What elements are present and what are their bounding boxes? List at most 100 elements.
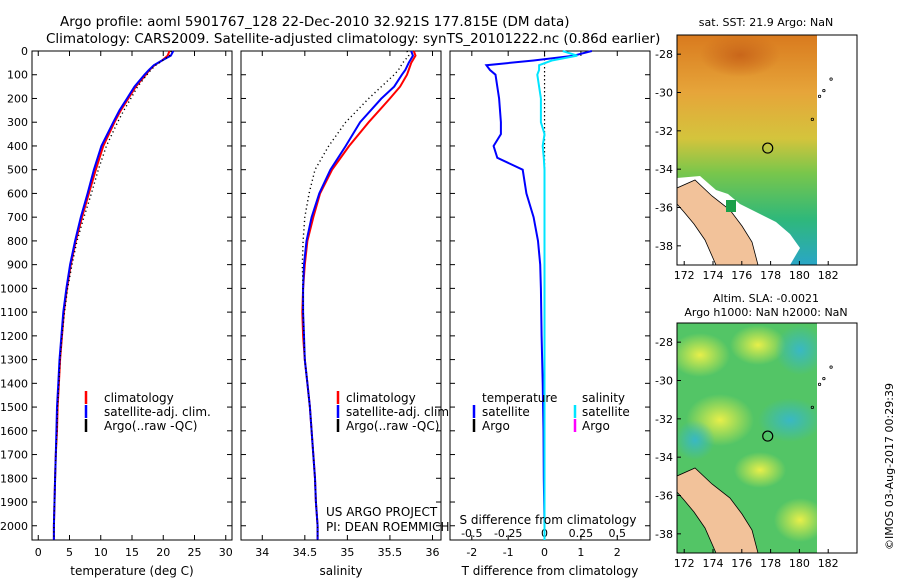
series-line	[52, 50, 175, 540]
y-tick-label: 700	[7, 211, 28, 224]
y-tick-label: 1500	[0, 401, 28, 414]
x-tick-label: 2	[614, 546, 621, 559]
island	[817, 94, 822, 98]
difference-ticks: -2 -1 0 1 2-0.5 -0.25 0 0.25 0.5	[450, 50, 650, 559]
legend-label-satellite: satellite-adj. clim.	[346, 405, 453, 419]
sst-map: sat. SST: 21.9 Argo: NaN 172 174 176 178 180…	[655, 16, 858, 282]
x-tick-label: 35.5	[378, 546, 403, 559]
lat-tick-label: -30	[655, 87, 673, 100]
timestamp: ©IMOS 03-Aug-2017 00:29:39	[883, 383, 896, 550]
salinity-panel: 34 34.5 35 35.5 36 salinity climatology sate…	[240, 50, 453, 578]
argo-float-marker	[762, 430, 774, 442]
x-tick-label: -2	[466, 546, 477, 559]
y-tick-label: 1000	[0, 282, 28, 295]
salinity-xlabel: salinity	[319, 564, 362, 578]
y-tick-label: 200	[7, 92, 28, 105]
y-tick-label: 500	[7, 164, 28, 177]
y-tick-label: 1200	[0, 330, 28, 343]
lat-tick-label: -32	[655, 413, 673, 426]
x-tick-label: 30	[219, 546, 233, 559]
lat-tick-label: -28	[655, 48, 673, 61]
lon-tick-label: 176	[731, 557, 752, 570]
legend-label-s-satellite: satellite	[582, 405, 630, 419]
figure-title-line2: Climatology: CARS2009. Satellite-adjuste…	[46, 31, 660, 47]
x-tick-label: 10	[94, 546, 108, 559]
legend-title-temperature: temperature	[482, 391, 557, 405]
difference-panel: -2 -1 0 1 2-0.5 -0.25 0 0.25 0.5 S difference fr…	[449, 50, 651, 578]
sla-land-north-island	[677, 467, 759, 553]
y-tick-label: 1400	[0, 377, 28, 390]
y-tick-label: 100	[7, 69, 28, 82]
x-tick-label: 36	[425, 546, 439, 559]
sla-map: Altim. SLA: -0.0021 Argo h1000: NaN h200…	[655, 292, 858, 570]
legend-label-s-argo: Argo	[582, 419, 610, 433]
sst-map-title: sat. SST: 21.9 Argo: NaN	[699, 16, 833, 29]
x-tick-label: -1	[503, 546, 514, 559]
temperature-legend: climatology satellite-adj. clim. Argo(..…	[84, 391, 211, 433]
lat-tick-label: -38	[655, 528, 673, 541]
y-tick-label: 2000	[0, 520, 28, 533]
x-top-tick-label: 0.5	[609, 527, 627, 540]
x-top-tick-label: -0.25	[494, 527, 522, 540]
lon-tick-label: 182	[818, 269, 839, 282]
island	[810, 117, 814, 121]
y-tick-label: 800	[7, 235, 28, 248]
x-tick-label: 34.5	[293, 546, 318, 559]
island	[817, 382, 822, 386]
x-tick-label: 15	[125, 546, 139, 559]
x-tick-label: 34	[255, 546, 269, 559]
y-tick-label: 900	[7, 259, 28, 272]
sst-map-ticks: 172 174 176 178 180 182 -28 -30 -32 -34 -36 -38	[655, 48, 839, 282]
lon-tick-label: 174	[703, 269, 724, 282]
x-tick-label: 0	[35, 546, 42, 559]
x-tick-label: 5	[66, 546, 73, 559]
legend-label-argo: Argo(..raw -QC)	[346, 419, 439, 433]
sst-warm-patch	[700, 35, 780, 77]
lon-tick-label: 178	[760, 269, 781, 282]
difference-axes-frame	[449, 50, 651, 541]
lat-tick-label: -36	[655, 202, 673, 215]
legend-label-climatology: climatology	[346, 391, 416, 405]
island	[822, 376, 826, 381]
island	[829, 77, 833, 81]
lon-tick-label: 180	[789, 269, 810, 282]
y-tick-label: 1100	[0, 306, 28, 319]
lon-tick-label: 172	[674, 269, 695, 282]
lon-tick-label: 178	[760, 557, 781, 570]
sst-coastal-patch	[726, 200, 736, 212]
sla-map-ticks: 172 174 176 178 180 182 -28 -30 -32 -34 -36 -38	[655, 336, 839, 570]
island	[829, 365, 833, 369]
lon-tick-label: 180	[789, 557, 810, 570]
temperature-series	[52, 50, 175, 540]
temperature-xlabel: temperature (deg C)	[70, 564, 193, 578]
legend-label-satellite: satellite-adj. clim.	[104, 405, 211, 419]
sla-map-subtitle: Argo h1000: NaN h2000: NaN	[684, 306, 847, 319]
lon-tick-label: 176	[731, 269, 752, 282]
salinity-series	[301, 50, 417, 540]
x-tick-label: 25	[188, 546, 202, 559]
sla-map-title: Altim. SLA: -0.0021	[713, 292, 819, 305]
x-tick-label: 0	[541, 546, 548, 559]
argo-float-marker	[762, 142, 774, 154]
difference-legend: temperature satellite Argo salinity sate…	[472, 391, 630, 433]
sst-land-north-island	[677, 179, 759, 265]
island	[822, 88, 826, 93]
lat-tick-label: -30	[655, 375, 673, 388]
y-tick-label: 1800	[0, 472, 28, 485]
x-tick-label: 20	[156, 546, 170, 559]
y-tick-label: 400	[7, 140, 28, 153]
lat-tick-label: -36	[655, 490, 673, 503]
x-tick-label: 35	[340, 546, 354, 559]
sst-map-frame	[676, 34, 858, 266]
y-tick-label: 1700	[0, 449, 28, 462]
series-line	[536, 50, 578, 540]
island	[810, 405, 814, 409]
temperature-ticks: 0100200300400500600700800900100011001200…	[0, 45, 233, 559]
salinity-axes-frame	[240, 50, 442, 541]
x-top-tick-label: -0.5	[461, 527, 482, 540]
y-tick-label: 0	[21, 45, 28, 58]
lon-tick-label: 174	[703, 557, 724, 570]
legend-label-argo: Argo(..raw -QC)	[104, 419, 197, 433]
y-tick-label: 1900	[0, 496, 28, 509]
